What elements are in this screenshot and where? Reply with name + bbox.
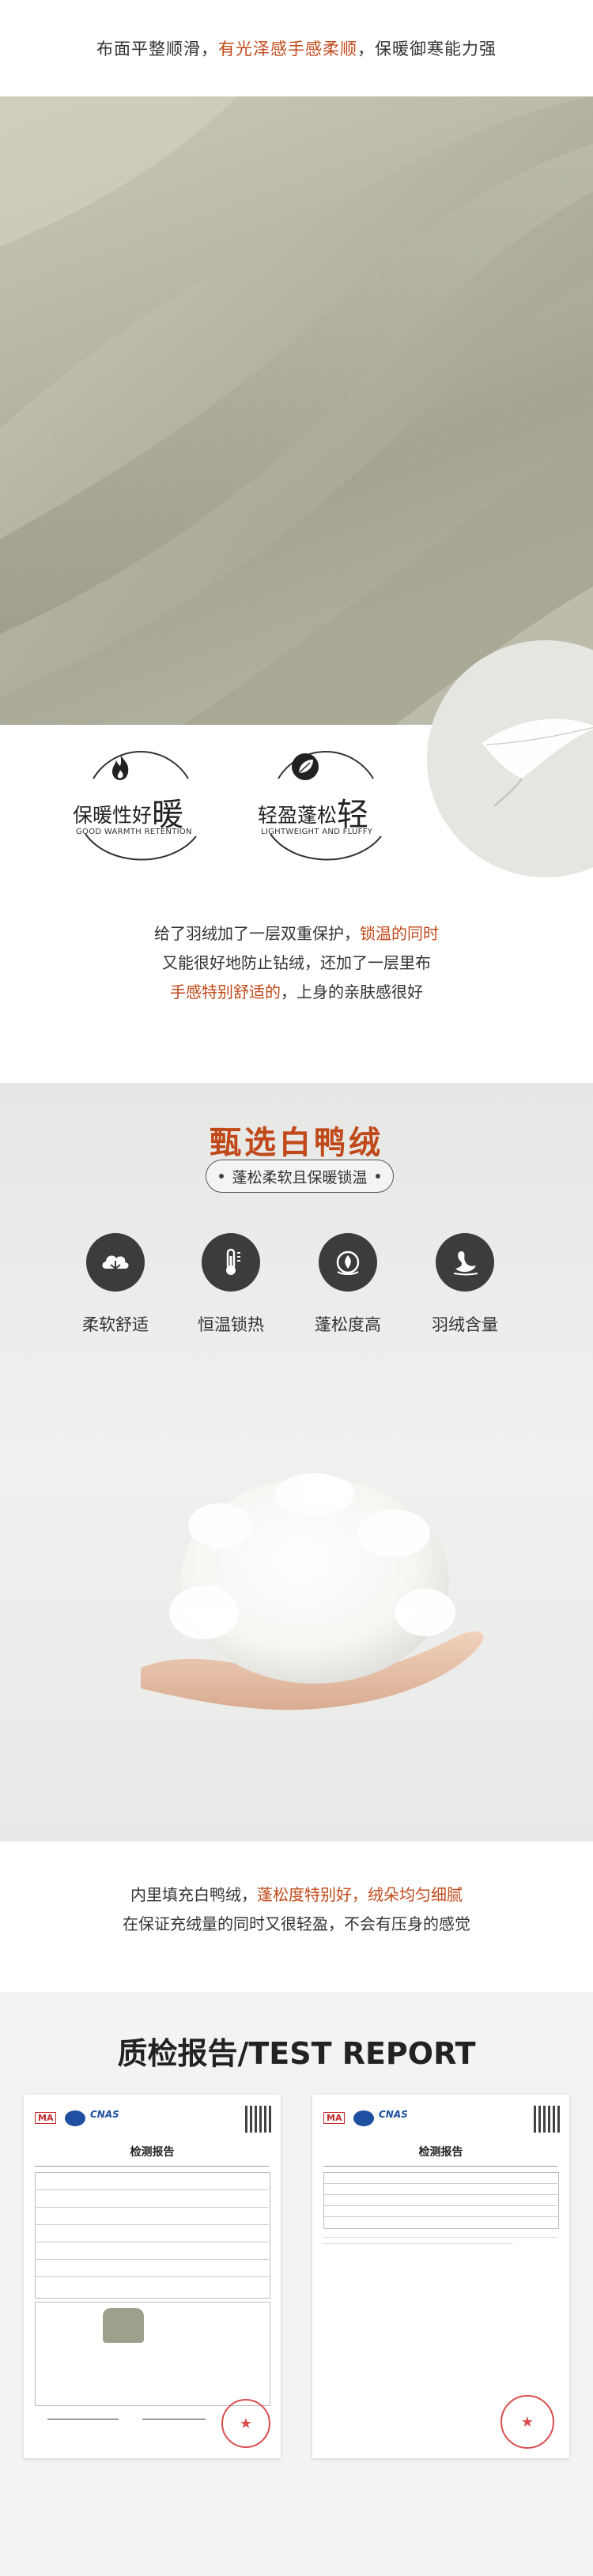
pill-dot-left bbox=[219, 1174, 225, 1179]
qr-code bbox=[534, 2106, 561, 2133]
fabric-folds bbox=[0, 96, 593, 725]
report-info-table bbox=[35, 2172, 270, 2299]
feather-badge bbox=[427, 640, 593, 877]
feature-fluffy-label: 蓬松度高 bbox=[315, 1315, 381, 1334]
report-row-line bbox=[323, 2183, 557, 2184]
qr-code bbox=[245, 2106, 272, 2133]
report-row-line bbox=[323, 2216, 557, 2217]
report-row-line bbox=[35, 2224, 269, 2225]
desc-line1: 给了羽绒加了一层双重保护， bbox=[154, 924, 360, 943]
down-description: 内里填充白鸭绒，蓬松度特别好，绒朵均匀细腻 在保证充绒量的同时又很轻盈，不会有压… bbox=[0, 1880, 593, 1939]
feather-icon bbox=[482, 718, 593, 807]
badge-lightweight-title-big: 轻 bbox=[337, 797, 369, 833]
down-in-hand-image bbox=[133, 1462, 497, 1723]
feature-temperature-label: 恒温锁热 bbox=[198, 1315, 264, 1334]
caption-text: 布面平整顺滑， bbox=[96, 40, 218, 58]
report-row-line bbox=[35, 2207, 269, 2208]
desc-line1-highlight: 锁温的同时 bbox=[360, 924, 439, 943]
test-report-page-2: MA CNAS 检测报告 ★ bbox=[312, 2095, 569, 2458]
report-rule bbox=[323, 2166, 557, 2167]
report-section-title: 质检报告/TEST REPORT bbox=[117, 2036, 476, 2071]
report-title: 检测报告 bbox=[418, 2146, 463, 2159]
report-row-line bbox=[35, 2259, 269, 2260]
report-title: 检测报告 bbox=[130, 2146, 175, 2159]
official-seal-stamp: ★ bbox=[500, 2395, 554, 2449]
report-row-line bbox=[35, 2189, 269, 2190]
feature-temperature: 恒温锁热 bbox=[176, 1233, 286, 1336]
feature-soft: 柔软舒适 bbox=[60, 1233, 171, 1336]
report-note-line bbox=[323, 2237, 557, 2238]
down-desc-line1: 内里填充白鸭绒， bbox=[130, 1885, 257, 1904]
fabric-description: 给了羽绒加了一层双重保护，锁温的同时 又能很好地防止钻绒，还加了一层里布 手感特… bbox=[0, 919, 593, 1007]
feature-down-content: 羽绒含量 bbox=[410, 1233, 520, 1336]
ma-logo: MA bbox=[323, 2112, 346, 2124]
down-section-background bbox=[0, 1083, 593, 1842]
fabric-caption: 布面平整顺滑， 有光泽感手感柔顺 ，保暖御寒能力强 bbox=[0, 0, 593, 96]
caption-highlight: 有光泽感手感柔顺 bbox=[218, 40, 357, 58]
badge-warmth-subtitle: GOOD WARMTH RETENTION bbox=[76, 828, 192, 836]
swan-icon bbox=[436, 1233, 494, 1292]
badge-lightweight: 轻盈蓬松轻 LIGHTWEIGHT AND FLUFFY bbox=[247, 743, 405, 862]
badge-arc bbox=[85, 751, 197, 861]
badge-lightweight-title-small: 轻盈蓬松 bbox=[258, 804, 338, 827]
thermometer-icon bbox=[202, 1233, 260, 1292]
report-note-line bbox=[323, 2243, 513, 2244]
fabric-closeup-image bbox=[0, 96, 593, 725]
pill-dot-right bbox=[375, 1174, 380, 1179]
badge-warmth-title: 保暖性好暖 bbox=[73, 789, 183, 835]
desc-line2: 又能很好地防止钻绒，还加了一层里布 bbox=[162, 953, 431, 972]
report-row-line bbox=[35, 2276, 269, 2277]
badge-lightweight-subtitle: LIGHTWEIGHT AND FLUFFY bbox=[261, 828, 373, 836]
down-desc-line1-highlight: 蓬松度特别好，绒朵均匀细腻 bbox=[257, 1885, 463, 1904]
down-desc-line2: 在保证充绒量的同时又很轻盈，不会有压身的感觉 bbox=[123, 1914, 470, 1933]
report-rule bbox=[35, 2166, 269, 2167]
cloud-icon bbox=[86, 1233, 145, 1292]
report-header-logos: MA CNAS bbox=[35, 2106, 272, 2137]
report-sample-photo-box bbox=[35, 2302, 270, 2406]
sample-jacket-photo bbox=[103, 2308, 144, 2343]
badge-warmth-title-big: 暖 bbox=[152, 797, 184, 833]
flame-icon bbox=[104, 751, 136, 783]
official-seal-stamp: ★ bbox=[221, 2399, 270, 2448]
pill-text: 蓬松柔软且保暖锁温 bbox=[232, 1168, 368, 1186]
desc-line3: ，上身的亲肤感很好 bbox=[281, 983, 423, 1001]
feature-fluffy: 蓬松度高 bbox=[293, 1233, 403, 1336]
leaf-icon bbox=[289, 751, 321, 783]
test-report-page-1: MA CNAS 检测报告 ★ bbox=[24, 2095, 281, 2458]
ilac-logo bbox=[65, 2110, 85, 2126]
desc-line3-highlight: 手感特别舒适的 bbox=[170, 983, 281, 1001]
down-section-title: 甄选白鸭绒 bbox=[210, 1125, 383, 1161]
cnas-logo: CNAS bbox=[90, 2109, 119, 2120]
ilac-logo bbox=[353, 2110, 374, 2126]
badge-lightweight-title: 轻盈蓬松轻 bbox=[258, 789, 368, 835]
fluffy-ball-icon bbox=[319, 1233, 377, 1292]
cnas-logo: CNAS bbox=[379, 2109, 408, 2120]
badge-warmth-title-small: 保暖性好 bbox=[73, 804, 153, 827]
badge-arc bbox=[270, 751, 382, 861]
report-row-line bbox=[323, 2194, 557, 2195]
report-results-table bbox=[323, 2172, 559, 2229]
report-header-logos: MA CNAS bbox=[323, 2106, 561, 2137]
down-tagline-pill: 蓬松柔软且保暖锁温 bbox=[206, 1160, 394, 1193]
feature-soft-label: 柔软舒适 bbox=[82, 1315, 149, 1334]
report-row-line bbox=[323, 2205, 557, 2206]
feature-down-content-label: 羽绒含量 bbox=[432, 1315, 498, 1334]
ma-logo: MA bbox=[35, 2112, 57, 2124]
caption-text-end: ，保暖御寒能力强 bbox=[357, 40, 497, 58]
badge-warmth: 保暖性好暖 GOOD WARMTH RETENTION bbox=[62, 743, 220, 862]
